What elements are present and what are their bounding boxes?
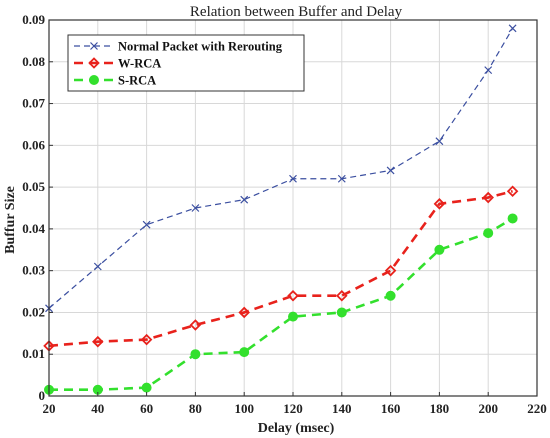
- w-rca-series-point: [433, 198, 446, 210]
- x-tick-label: 100: [234, 401, 254, 416]
- normal-packet-series-point: [93, 262, 102, 271]
- x-axis-label: Delay (msec): [258, 421, 335, 436]
- w-rca-series-point: [336, 289, 348, 302]
- s-rca-series-line: [49, 217, 514, 392]
- s-rca-series: [44, 213, 518, 395]
- y-tick-label: 0.01: [22, 346, 45, 361]
- x-tick-label: 200: [478, 401, 498, 416]
- y-tick-label: 0.05: [22, 179, 45, 194]
- x-tick-label: 60: [140, 401, 153, 416]
- s-rca-series-point: [336, 307, 347, 318]
- s-rca-series-point: [385, 290, 396, 301]
- legend-label: Normal Packet with Rerouting: [118, 40, 283, 54]
- w-rca-series-point: [482, 191, 494, 204]
- legend-entry-w-rca-series: W-RCA: [74, 57, 161, 71]
- w-rca-series-line: [48, 190, 513, 348]
- x-tick-label: 140: [332, 401, 352, 416]
- legend-entry-s-rca-series: S-RCA: [74, 74, 156, 88]
- s-rca-series-point: [483, 228, 494, 239]
- normal-packet-series-point: [508, 24, 517, 33]
- w-rca-series-point: [140, 333, 153, 346]
- tick-labels: 20 40 60 80 100 120 140 160 180 200 220 0 0.01 0.02 0.…: [22, 12, 547, 416]
- s-rca-series-point: [288, 311, 298, 322]
- y-tick-label: 0.03: [22, 263, 45, 278]
- x-tick-label: 180: [430, 401, 450, 416]
- y-tick-label: 0: [39, 388, 46, 403]
- x-tick-label: 40: [91, 401, 104, 416]
- y-tick-label: 0.09: [22, 12, 45, 27]
- y-tick-label: 0.06: [22, 137, 45, 152]
- normal-packet-series-point: [191, 204, 200, 212]
- s-rca-series-point: [239, 347, 250, 358]
- y-tick-label: 0.02: [22, 304, 45, 319]
- y-tick-label: 0.08: [22, 54, 45, 69]
- s-rca-series-point: [507, 213, 518, 224]
- s-rca-series-point: [434, 244, 445, 255]
- x-tick-label: 80: [189, 401, 202, 416]
- w-rca-series-point: [287, 289, 299, 302]
- normal-packet-series-point: [289, 174, 297, 183]
- x-tick-label: 160: [381, 401, 401, 416]
- y-tick-label: 0.04: [22, 221, 45, 236]
- legend-normal-packet-series-point: [90, 42, 98, 50]
- w-rca-series-point: [238, 306, 250, 319]
- s-rca-series-point: [190, 349, 201, 360]
- w-rca-series-point: [506, 185, 519, 198]
- normal-packet-series-point: [435, 137, 444, 146]
- s-rca-series-point: [141, 382, 152, 393]
- w-rca-series-point: [384, 264, 397, 277]
- y-axis-label: Buffur Size: [3, 186, 18, 254]
- chart-title: Relation between Buffer and Delay: [190, 4, 403, 20]
- w-rca-series: [43, 185, 519, 352]
- legend: Normal Packet with Rerouting W-RCA S-RCA: [67, 34, 305, 92]
- w-rca-series-point: [189, 319, 202, 331]
- normal-packet-series-point: [142, 220, 151, 229]
- legend-s-rca-series-point: [89, 75, 99, 85]
- legend-label: W-RCA: [118, 57, 161, 71]
- x-tick-label: 120: [283, 401, 303, 416]
- normal-packet-series-point: [240, 195, 249, 204]
- normal-packet-series-point: [484, 66, 493, 75]
- legend-w-rca-series-point: [88, 57, 100, 69]
- legend-entry-normal-packet-series: Normal Packet with Rerouting: [74, 40, 283, 54]
- w-rca-series-point: [92, 335, 104, 348]
- x-tick-label: 20: [43, 401, 56, 416]
- x-tick-label: 220: [527, 401, 547, 416]
- legend-label: S-RCA: [118, 74, 156, 88]
- normal-packet-series-point: [337, 174, 346, 183]
- y-tick-label: 0.07: [22, 96, 45, 111]
- normal-packet-series-point: [386, 166, 395, 175]
